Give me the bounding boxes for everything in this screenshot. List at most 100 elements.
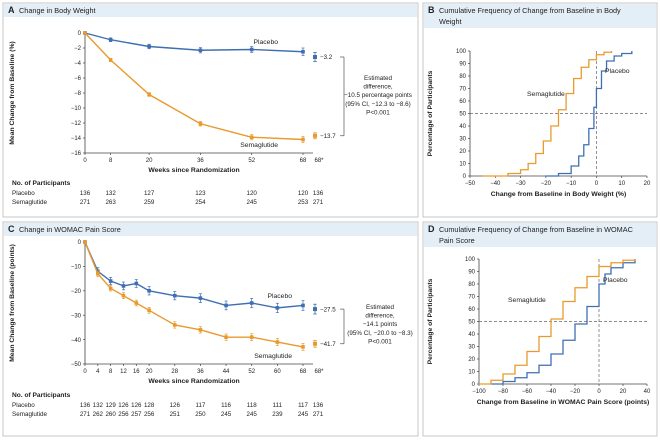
data-point-placebo (224, 303, 228, 308)
y-tick-label: 50 (468, 320, 475, 326)
participants-row-label: Semaglutide (12, 411, 48, 418)
y-tick-label: 40 (459, 124, 466, 130)
participants-count: 128 (144, 402, 155, 409)
x-tick-label: 52 (248, 158, 255, 164)
x-tick-label: 10 (618, 181, 625, 187)
y-tick-label: 10 (468, 370, 475, 376)
x-tick-label: 28 (171, 369, 178, 375)
series-label-placebo: Placebo (605, 68, 630, 75)
x-tick-label: 16 (133, 369, 140, 375)
data-point-semaglutide (249, 335, 254, 339)
panel-letter-D: D (428, 224, 435, 234)
data-point-placebo (301, 303, 305, 308)
y-axis-title: Mean Change from Baseline (%) (9, 41, 16, 144)
participants-count: 117 (195, 402, 205, 409)
x-tick-label: −60 (522, 389, 533, 395)
participants-count: 271 (80, 199, 91, 206)
difference-annotation-line: (95% CI, −12.3 to −8.6) (345, 101, 410, 108)
data-point-semaglutide (275, 340, 280, 344)
x-tick-label: 0 (597, 389, 601, 395)
difference-annotation-line: Estimated (366, 304, 394, 311)
x-tick-label: 68 (300, 158, 307, 164)
data-point-placebo (147, 289, 151, 293)
x-tick-label: 4 (96, 369, 100, 375)
endpoint-point-placebo (313, 55, 317, 59)
participants-count: 116 (221, 402, 231, 409)
x-tick-label: 20 (620, 389, 627, 395)
data-point-semaglutide (108, 286, 113, 291)
participants-title: No. of Participants (12, 392, 71, 399)
x-tick-label: 8 (109, 158, 113, 164)
x-tick-label: 12 (120, 369, 127, 375)
y-tick-label: −14 (71, 136, 82, 142)
participants-count: 118 (247, 402, 257, 409)
data-point-semaglutide (224, 335, 228, 339)
data-point-placebo (249, 301, 254, 305)
participants-count: 271 (313, 411, 324, 418)
participants-count: 136 (313, 190, 324, 197)
data-point-placebo (147, 44, 151, 49)
y-tick-label: −4 (74, 61, 82, 67)
difference-annotation-line: Estimated (364, 75, 392, 82)
y-tick-label: 20 (468, 357, 475, 363)
participants-count: 126 (118, 402, 129, 409)
y-tick-label: 80 (468, 282, 475, 288)
x-tick-label: 36 (197, 158, 204, 164)
series-label-semaglutide: Semaglutide (254, 353, 292, 360)
y-tick-label: 70 (468, 295, 475, 301)
y-tick-label: 60 (459, 99, 466, 105)
endpoint-label-semaglutide: −13.7 (320, 133, 336, 140)
y-tick-label: −10 (71, 265, 82, 271)
difference-annotation-line: difference, (365, 313, 395, 320)
participants-count: 245 (247, 411, 258, 418)
participants-count: 126 (131, 402, 142, 409)
x-tick-label: −40 (546, 389, 557, 395)
panel-frame-D (422, 221, 658, 437)
series-label-semaglutide: Semaglutide (527, 91, 565, 98)
x-tick-label: 40 (644, 389, 651, 395)
x-tick-label: −10 (566, 181, 577, 187)
x-tick-label: 20 (146, 369, 153, 375)
y-tick-label: −40 (71, 338, 82, 344)
series-label-placebo: Placebo (603, 277, 628, 284)
y-tick-label: −16 (71, 151, 82, 157)
data-point-semaglutide (96, 271, 100, 276)
y-tick-label: 10 (459, 162, 466, 168)
difference-annotation-line: difference, (363, 84, 393, 91)
participants-count: 253 (298, 199, 309, 206)
data-point-semaglutide (249, 135, 254, 140)
cdf-curve-semaglutide (482, 51, 613, 177)
panel-frame-C (2, 221, 419, 437)
series-label-placebo: Placebo (253, 39, 278, 46)
x-tick-label: 20 (146, 158, 153, 164)
y-tick-label: 0 (78, 31, 82, 37)
participants-count: 271 (80, 411, 91, 418)
cdf-curve-placebo (491, 259, 636, 385)
participants-count: 239 (272, 411, 283, 418)
panel-title-C: Change in WOMAC Pain Score (19, 225, 121, 234)
participants-count: 120 (298, 190, 309, 197)
panel-title-bar-B (424, 4, 656, 28)
data-point-placebo (108, 37, 113, 42)
y-tick-label: −20 (71, 289, 82, 295)
series-line-semaglutide (84, 32, 304, 141)
y-tick-label: 30 (468, 345, 475, 351)
x-tick-label: −20 (570, 389, 581, 395)
y-tick-label: 60 (468, 307, 475, 313)
participants-count: 245 (221, 411, 232, 418)
x-tick-label: −80 (498, 389, 509, 395)
participants-count: 256 (144, 411, 155, 418)
y-tick-label: 100 (465, 257, 476, 263)
y-tick-label: 0 (78, 240, 82, 246)
participants-count: 126 (170, 402, 181, 409)
panel-title-D-line-1: Pain Score (439, 236, 475, 245)
data-point-placebo (172, 293, 177, 298)
panel-title-bar-A (4, 4, 417, 17)
y-tick-label: 0 (472, 382, 476, 388)
participants-count: 263 (105, 199, 116, 206)
panel-title-B-line-1: Weight (439, 17, 462, 26)
panel-frame-A (2, 2, 419, 218)
data-point-semaglutide (147, 308, 151, 313)
endpoint-point-placebo (313, 307, 317, 312)
panel-title-bar-D (424, 223, 656, 247)
